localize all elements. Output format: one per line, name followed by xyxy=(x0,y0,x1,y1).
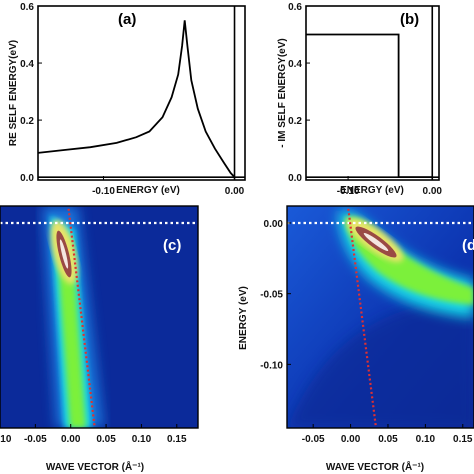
panel-a-ticks: -0.10 0.00 0.0 0.2 0.4 0.6 xyxy=(20,2,245,197)
panel-c-peak-highlight xyxy=(59,239,69,269)
panel-c-xlabel: WAVE VECTOR (Å⁻¹) xyxy=(46,460,144,473)
panel-d-intensity xyxy=(287,206,474,428)
panel-d-xtick-label: 0.15 xyxy=(453,434,473,445)
panel-a-label: (a) xyxy=(118,11,136,28)
panel-c-xtick-label: 0.10 xyxy=(132,434,152,445)
panel-a-xtick-label: -0.10 xyxy=(92,186,115,197)
panel-d-dark-region xyxy=(287,300,474,428)
panel-c-label: (c) xyxy=(163,237,181,254)
panel-d-ylabel: ENERGY (eV) xyxy=(238,286,249,350)
panel-d-ytick-label: -0.10 xyxy=(260,360,283,371)
panel-b-xtick-label: 0.00 xyxy=(423,186,443,197)
panel-b-xtick-label: -0.10 xyxy=(337,186,360,197)
panel-d-xtick-label: 0.10 xyxy=(416,434,436,445)
panel-a-ytick-label: 0.6 xyxy=(20,2,34,13)
panel-d-xtick-label: 0.05 xyxy=(378,434,398,445)
panel-d-peak-highlight xyxy=(363,232,389,252)
panel-d-bare-band xyxy=(347,208,378,429)
panel-a-ytick-label: 0.4 xyxy=(20,59,34,70)
panel-a-ytick-label: 0.0 xyxy=(20,173,34,184)
panel-d-label: (d) xyxy=(462,237,474,254)
panel-d: (d) -0.050.000.050.100.150.00-0.05-0.10 … xyxy=(238,205,474,473)
panel-b-line-layer xyxy=(306,6,439,180)
panel-b-self-energy-curve xyxy=(306,33,433,179)
panel-b-ytick-label: 0.4 xyxy=(288,59,302,70)
panel-b-ytick-label: 0.0 xyxy=(288,173,302,184)
panel-d-overlay xyxy=(287,208,474,429)
panel-d-xtick-label: -0.05 xyxy=(302,434,325,445)
panel-d-frame xyxy=(286,205,474,429)
panel-d-ytick-label: -0.05 xyxy=(260,290,283,301)
panel-d-xtick-label: 0.00 xyxy=(341,434,361,445)
panel-c-xtick-label: 0.05 xyxy=(96,434,116,445)
panel-c-xtick-label: 0.15 xyxy=(167,434,187,445)
panel-c: (c) -0.10 -0.05 0.00 0.05 0.10 0.15 WAVE VECT… xyxy=(0,205,199,473)
panel-c-ticks: -0.10 -0.05 0.00 0.05 0.10 0.15 xyxy=(0,424,187,445)
panel-a-frame xyxy=(37,5,246,181)
panel-b-ticks: -0.10 0.00 0.0 0.2 0.4 0.6 xyxy=(288,2,442,197)
panel-b-xlabel: ENERGY (eV) xyxy=(340,185,404,196)
panel-d-ticks: -0.05 0.00 0.05 0.10 0.15 0.00 -0.05 -0.10 xyxy=(260,219,473,445)
panel-c-bare-band xyxy=(67,208,96,429)
panel-b-ylabel: - IM SELF ENERGY(eV) xyxy=(277,38,288,147)
panel-b-frame xyxy=(305,5,440,181)
panel-d-ytick-label: 0.00 xyxy=(264,219,284,230)
panel-b-label: (b) xyxy=(400,11,419,28)
panel-b-ytick-label: 0.6 xyxy=(288,2,302,13)
panel-c-xtick-label: 0.00 xyxy=(61,434,81,445)
panel-a-ytick-label: 0.2 xyxy=(20,116,34,127)
panel-b-ytick-label: 0.2 xyxy=(288,116,302,127)
panel-b: (b) ENERGY (eV) - IM SELF ENERGY(eV) -0.… xyxy=(277,2,442,197)
panel-a: (a) ENERGY (eV) RE SELF ENERGY(eV) -0.10… xyxy=(8,2,246,197)
panel-c-intensity xyxy=(0,206,198,428)
panel-c-xtick-label: -0.05 xyxy=(24,434,47,445)
panel-a-self-energy-curve xyxy=(37,20,236,178)
panel-a-xtick-label: 0.00 xyxy=(225,186,245,197)
panel-a-ylabel: RE SELF ENERGY(eV) xyxy=(8,40,19,146)
panel-c-overlay xyxy=(0,208,198,429)
panel-d-xlabel: WAVE VECTOR (Å⁻¹) xyxy=(326,460,424,473)
panel-a-line-layer xyxy=(37,6,245,180)
panel-a-xlabel: ENERGY (eV) xyxy=(116,185,180,196)
panel-c-frame xyxy=(0,205,199,429)
panel-c-xtick-label: -0.10 xyxy=(0,434,12,445)
